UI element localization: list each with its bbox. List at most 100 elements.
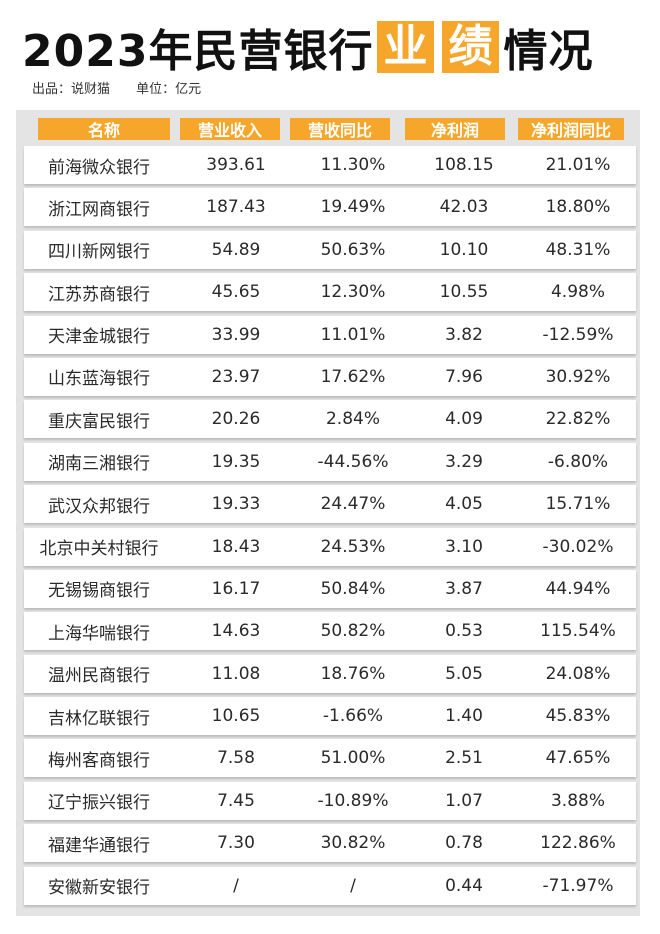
net-profit-yoy-cell: 18.80% [545, 197, 611, 218]
revenue-cell: 18.43 [211, 536, 261, 557]
net-profit-yoy-cell: 15.71% [545, 494, 611, 515]
revenue-cell: 19.35 [211, 451, 261, 472]
net-profit-cell: 0.78 [445, 833, 483, 854]
data-table: 前海微众银行 393.61 11.30% 108.15 21.01% 浙江网商银行 187.… [24, 146, 636, 909]
revenue-yoy-cell: 12.30% [320, 282, 386, 303]
header-revenue: 营业收入 [180, 118, 280, 140]
net-profit-yoy-cell: 48.31% [545, 239, 611, 260]
table-row: 四川新网银行 54.89 50.63% 10.10 48.31% [24, 230, 636, 269]
bank-name-cell: 四川新网银行 [48, 242, 150, 263]
net-profit-cell: 10.55 [439, 282, 489, 303]
revenue-yoy-cell: 50.63% [320, 239, 386, 260]
net-profit-cell: 7.96 [445, 366, 483, 387]
revenue-cell: 14.63 [211, 621, 261, 642]
revenue-yoy-cell: 18.76% [320, 663, 386, 684]
net-profit-yoy-cell: -12.59% [542, 324, 614, 345]
bank-name-cell: 辽宁振兴银行 [48, 793, 150, 814]
revenue-cell: 23.97 [211, 366, 261, 387]
net-profit-yoy-cell: 3.88% [550, 790, 605, 811]
table-row: 山东蓝海银行 23.97 17.62% 7.96 30.92% [24, 357, 636, 396]
table-row: 重庆富民银行 20.26 2.84% 4.09 22.82% [24, 400, 636, 439]
table-row: 温州民商银行 11.08 18.76% 5.05 24.08% [24, 654, 636, 693]
bank-name-cell: 北京中关村银行 [39, 539, 159, 560]
net-profit-yoy-cell: -30.02% [542, 536, 614, 557]
net-profit-yoy-cell: 122.86% [540, 833, 616, 854]
net-profit-yoy-cell: 45.83% [545, 706, 611, 727]
title-highlight-1: 业 [377, 21, 435, 73]
bank-name-cell: 梅州客商银行 [48, 750, 150, 771]
net-profit-cell: 5.05 [445, 663, 483, 684]
revenue-yoy-cell: / [350, 875, 356, 896]
revenue-cell: 10.65 [211, 706, 261, 727]
bank-name-cell: 上海华喘银行 [48, 623, 150, 644]
net-profit-yoy-cell: 47.65% [545, 748, 611, 769]
bank-name-cell: 山东蓝海银行 [48, 369, 150, 390]
bank-name-cell: 安徽新安银行 [48, 878, 150, 899]
revenue-cell: 187.43 [206, 197, 266, 218]
revenue-cell: 19.33 [211, 494, 261, 515]
table-row: 福建华通银行 7.30 30.82% 0.78 122.86% [24, 824, 636, 863]
net-profit-cell: 42.03 [439, 197, 489, 218]
revenue-yoy-cell: -1.66% [322, 706, 384, 727]
revenue-yoy-cell: -10.89% [317, 790, 389, 811]
bank-name-cell: 福建华通银行 [48, 835, 150, 856]
net-profit-cell: 108.15 [434, 155, 494, 175]
revenue-yoy-cell: 30.82% [320, 833, 386, 854]
revenue-yoy-cell: -44.56% [317, 451, 389, 472]
net-profit-cell: 3.82 [445, 324, 483, 345]
bank-name-cell: 江苏苏商银行 [48, 284, 150, 305]
bank-name-cell: 前海微众银行 [48, 157, 150, 178]
revenue-cell: 16.17 [211, 578, 261, 599]
revenue-cell: 45.65 [211, 282, 261, 303]
net-profit-yoy-cell: 24.08% [545, 663, 611, 684]
net-profit-yoy-cell: -71.97% [542, 875, 614, 896]
table-row: 天津金城银行 33.99 11.01% 3.82 -12.59% [24, 315, 636, 354]
revenue-cell: 20.26 [211, 409, 261, 430]
table-row: 北京中关村银行 18.43 24.53% 3.10 -30.02% [24, 527, 636, 566]
table-row: 梅州客商银行 7.58 51.00% 2.51 47.65% [24, 739, 636, 778]
net-profit-yoy-cell: 115.54% [540, 621, 616, 642]
revenue-yoy-cell: 2.84% [325, 409, 380, 430]
revenue-yoy-cell: 24.47% [320, 494, 386, 515]
table-row: 辽宁振兴银行 7.45 -10.89% 1.07 3.88% [24, 781, 636, 820]
header-name: 名称 [38, 118, 170, 140]
table-row: 吉林亿联银行 10.65 -1.66% 1.40 45.83% [24, 697, 636, 736]
net-profit-cell: 4.09 [445, 409, 483, 430]
revenue-yoy-cell: 19.49% [320, 197, 386, 218]
net-profit-yoy-cell: 22.82% [545, 409, 611, 430]
table-row: 湖南三湘银行 19.35 -44.56% 3.29 -6.80% [24, 442, 636, 481]
net-profit-cell: 4.05 [445, 494, 483, 515]
net-profit-cell: 3.29 [445, 451, 483, 472]
net-profit-cell: 1.07 [445, 790, 483, 811]
revenue-cell: 393.61 [206, 155, 266, 175]
bank-name-cell: 温州民商银行 [48, 666, 150, 687]
revenue-yoy-cell: 24.53% [320, 536, 386, 557]
net-profit-cell: 1.40 [445, 706, 483, 727]
table-row: 武汉众邦银行 19.33 24.47% 4.05 15.71% [24, 485, 636, 524]
bank-name-cell: 武汉众邦银行 [48, 496, 150, 517]
table-row: 浙江网商银行 187.43 19.49% 42.03 18.80% [24, 188, 636, 227]
revenue-yoy-cell: 50.82% [320, 621, 386, 642]
header-net-profit: 净利润 [405, 118, 505, 140]
revenue-yoy-cell: 11.01% [320, 324, 386, 345]
revenue-cell: 33.99 [211, 324, 261, 345]
bank-name-cell: 天津金城银行 [48, 327, 150, 348]
revenue-yoy-cell: 17.62% [320, 366, 386, 387]
title-text-2: 情况 [503, 26, 594, 77]
revenue-yoy-cell: 11.30% [320, 155, 386, 175]
revenue-cell: 54.89 [211, 239, 261, 260]
table-row: 无锡锡商银行 16.17 50.84% 3.87 44.94% [24, 569, 636, 608]
revenue-cell: 7.58 [217, 748, 255, 769]
source-label: 出品：说财猫 [32, 82, 111, 97]
net-profit-yoy-cell: 44.94% [545, 578, 611, 599]
net-profit-cell: 0.53 [445, 621, 483, 642]
header-net-profit-yoy: 净利润同比 [518, 118, 624, 140]
bank-name-cell: 浙江网商银行 [48, 199, 150, 220]
revenue-cell: 7.30 [217, 833, 255, 854]
revenue-cell: 7.45 [217, 790, 255, 811]
net-profit-cell: 3.87 [445, 578, 483, 599]
net-profit-cell: 10.10 [439, 239, 489, 260]
revenue-yoy-cell: 51.00% [320, 748, 386, 769]
header-revenue-yoy: 营收同比 [290, 118, 390, 140]
table-row: 上海华喘银行 14.63 50.82% 0.53 115.54% [24, 612, 636, 651]
